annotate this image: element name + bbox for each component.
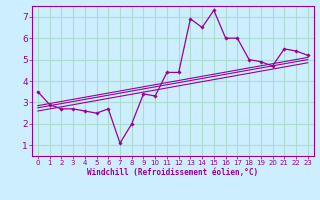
X-axis label: Windchill (Refroidissement éolien,°C): Windchill (Refroidissement éolien,°C)	[87, 168, 258, 177]
